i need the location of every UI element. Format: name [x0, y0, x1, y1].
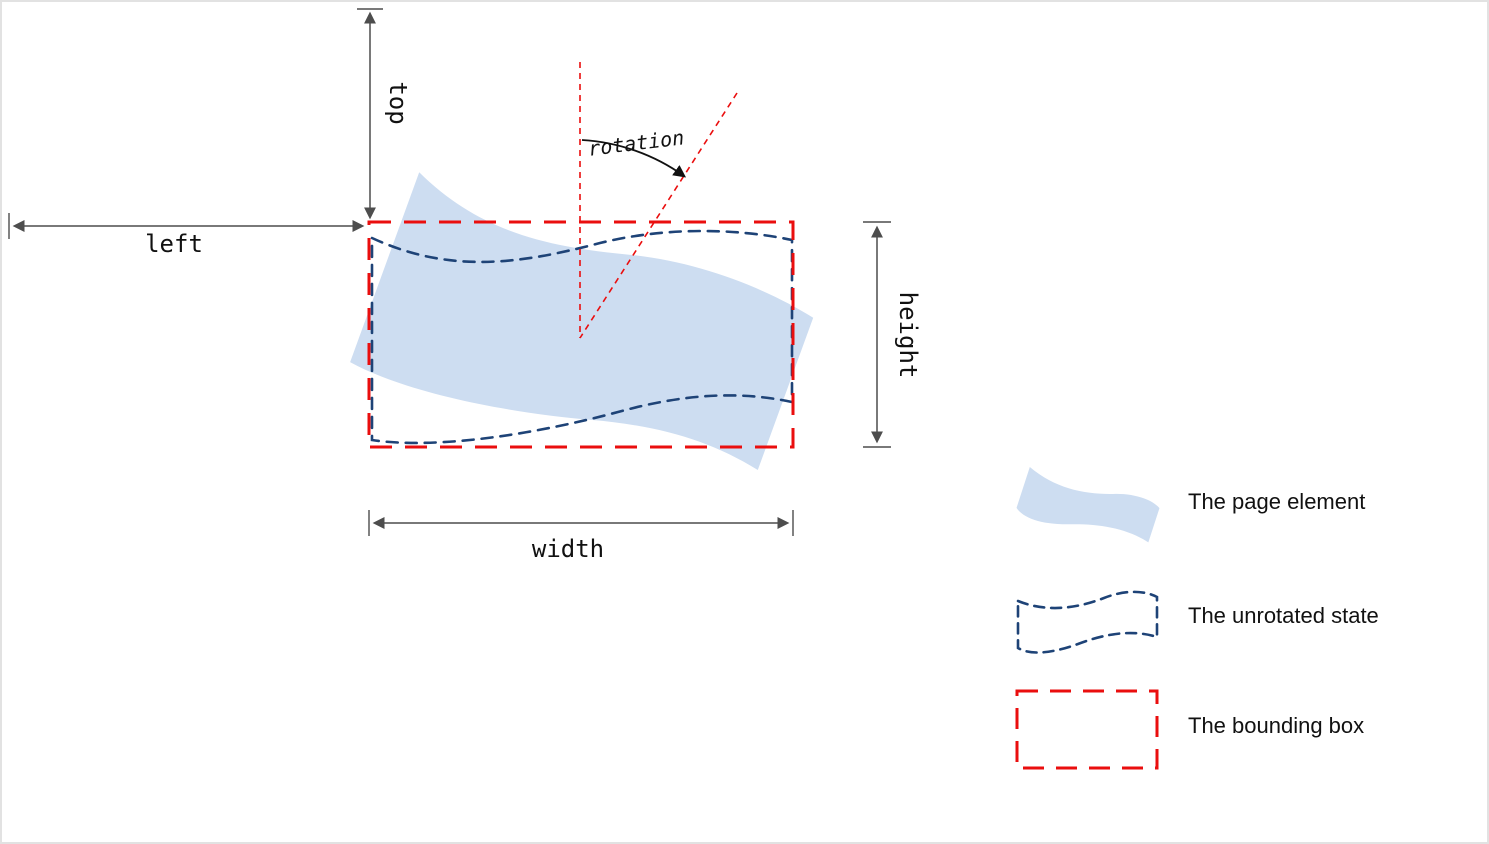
legend-page-element-swatch [1016, 467, 1160, 543]
top-label: top [384, 81, 412, 124]
rotation-angle-line [579, 92, 738, 339]
legend-page-element-label: The page element [1188, 489, 1365, 514]
legend: The page element The unrotated state The… [1015, 467, 1379, 770]
width-label: width [532, 535, 604, 563]
legend-unrotated-state-swatch [1016, 590, 1159, 654]
height-label: height [894, 292, 922, 379]
rotation-arc-arrow [581, 139, 687, 178]
legend-unrotated-state-label: The unrotated state [1188, 603, 1379, 628]
rotation-label: rotation [587, 125, 686, 161]
bounding-box-rect [367, 220, 795, 449]
page-element-shape [350, 172, 814, 471]
left-label: left [145, 230, 203, 258]
legend-bounding-box-swatch [1015, 689, 1159, 770]
legend-bounding-box-label: The bounding box [1188, 713, 1364, 738]
